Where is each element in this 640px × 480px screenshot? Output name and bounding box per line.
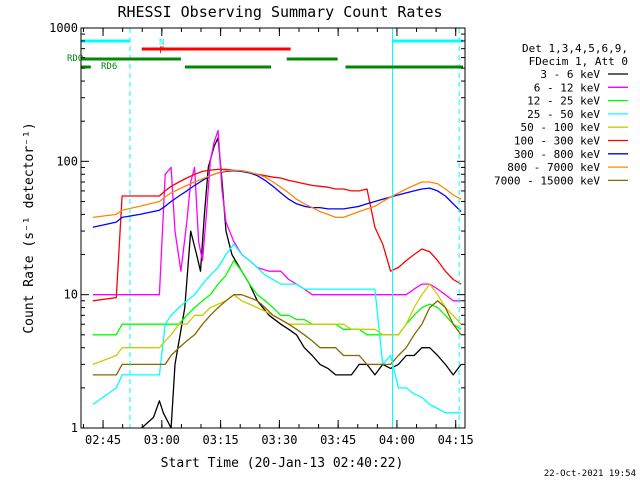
legend-label-6: 300 - 800 keV [514,148,600,161]
marker-lines-layer [81,28,460,428]
series-line-1 [92,129,462,302]
series-line-7 [92,169,462,219]
state-label-2: RDO [67,54,83,64]
x-axis-label: Start Time (20-Jan-13 02:40:22) [161,456,404,471]
x-tick-label-3: 03:30 [261,433,297,447]
series-line-3 [92,243,462,414]
series-layer [92,129,462,428]
legend-header-1: FDecim 1, Att 0 [529,55,628,68]
series-line-4 [92,283,462,366]
state-label-3: RD6 [101,62,117,72]
x-tick-label-0: 02:45 [85,433,121,447]
legend-label-5: 100 - 300 keV [514,135,600,148]
y-tick-label-2: 100 [56,154,78,168]
y-axis: 1 10 100 1000 [49,21,465,435]
y-axis-label: Count Rate (s⁻¹ detector⁻¹) [22,122,37,333]
legend-label-0: 3 - 6 keV [540,68,600,81]
x-tick-label-4: 03:45 [320,433,356,447]
state-bars-layer [81,39,464,69]
legend-label-3: 25 - 50 keV [527,108,600,121]
legend-label-7: 800 - 7000 keV [507,161,600,174]
x-tick-label-2: 03:15 [203,433,239,447]
plot-frame [80,27,466,429]
legend: Det 1,3,4,5,6,9,FDecim 1, Att 03 - 6 keV… [494,42,628,187]
y-tick-label-1: 10 [64,288,78,302]
chart-title: RHESSI Observing Summary Count Rates [117,3,442,21]
series-line-0 [141,137,462,428]
date-stamp: 22-Oct-2021 19:54 [544,469,636,479]
x-tick-label-1: 03:00 [144,433,180,447]
y-tick-label-3: 1000 [49,21,78,35]
x-axis: 02:45 03:00 03:15 03:30 03:45 04:00 04:15 [82,28,474,447]
legend-label-4: 50 - 100 keV [521,121,601,134]
legend-label-8: 7000 - 15000 keV [494,174,600,187]
x-tick-label-5: 04:00 [379,433,415,447]
state-label-0: N [159,38,164,48]
legend-header-0: Det 1,3,4,5,6,9, [522,42,628,55]
y-tick-label-0: 1 [71,421,78,435]
series-line-6 [92,170,462,228]
x-tick-label-6: 04:15 [438,433,474,447]
series-line-5 [92,168,462,302]
state-label-1: F [159,46,164,56]
series-line-8 [92,294,462,376]
legend-label-2: 12 - 25 keV [527,95,600,108]
legend-label-1: 6 - 12 keV [534,81,601,94]
